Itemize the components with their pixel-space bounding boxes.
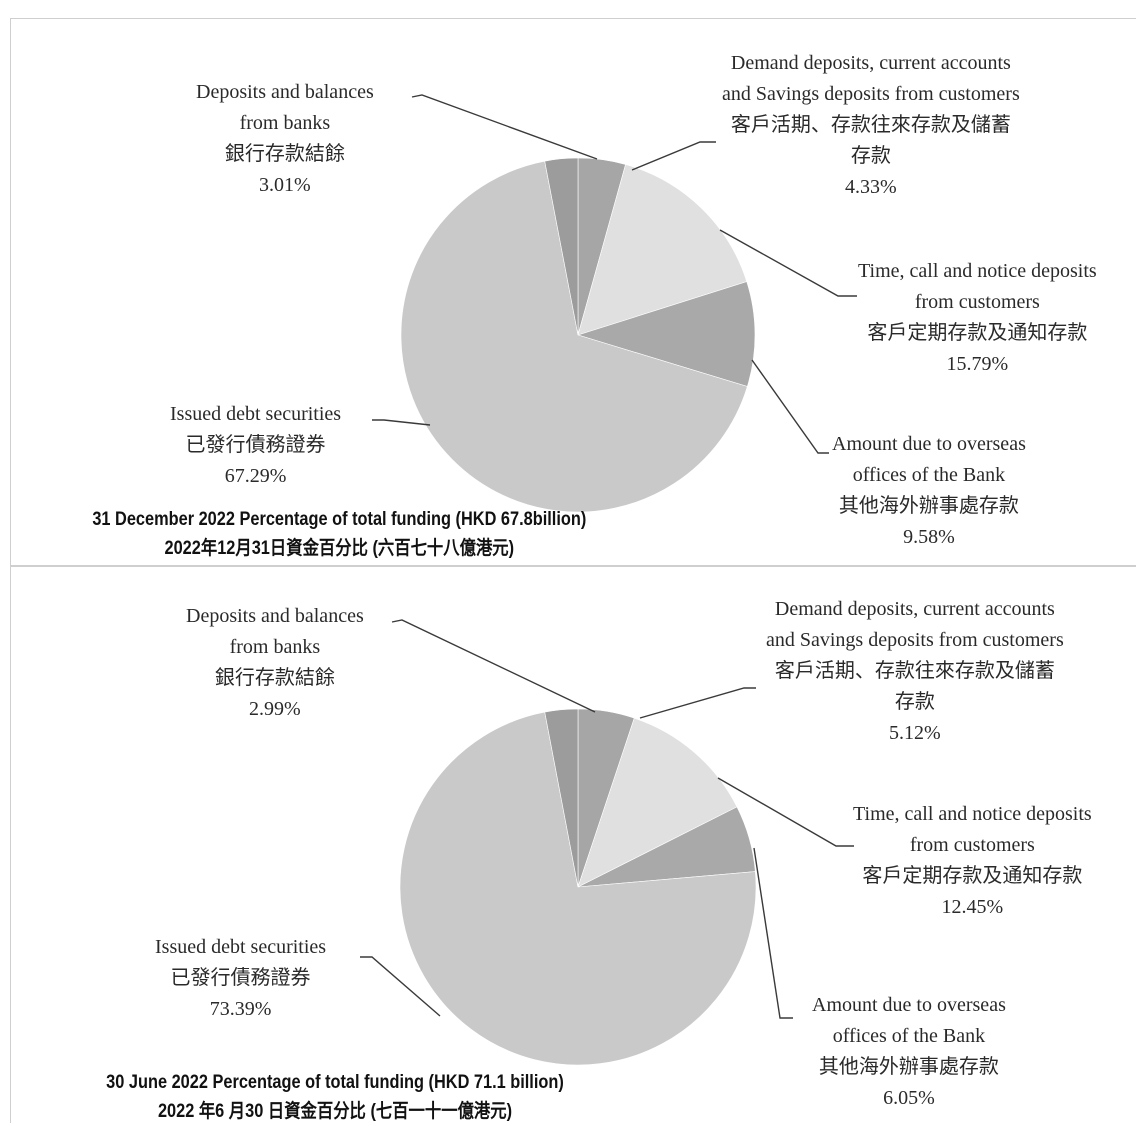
label-demand-deposits-jun: Demand deposits, current accounts and Sa… (766, 598, 1064, 744)
label-deposits-banks-jun: Deposits and balances from banks 銀行存款結餘 … (186, 605, 364, 720)
pie-slice-debt-securities-jun (399, 711, 757, 1066)
chart-title-dec-2022: 31 December 2022 Percentage of total fun… (92, 509, 587, 559)
pie-slice-debt-securities-dec (400, 160, 748, 513)
chart-panel-jun-2022 (10, 566, 1136, 1123)
label-overseas-jun: Amount due to overseas offices of the Ba… (812, 994, 1006, 1109)
label-debt-securities-jun: Issued debt securities 已發行債務證券 73.39% (155, 936, 327, 1020)
label-debt-securities-dec: Issued debt securities 已發行債務證券 67.29% (170, 403, 342, 487)
label-overseas-dec: Amount due to overseas offices of the Ba… (832, 433, 1026, 548)
label-deposits-banks-dec: Deposits and balances from banks 銀行存款結餘 … (196, 81, 374, 196)
chart-panel-dec-2022 (10, 18, 1136, 566)
chart-title-jun-2022: 30 June 2022 Percentage of total funding… (106, 1072, 564, 1122)
label-time-deposits-dec: Time, call and notice deposits from cust… (858, 260, 1097, 375)
label-demand-deposits-dec: Demand deposits, current accounts and Sa… (722, 52, 1020, 198)
label-time-deposits-jun: Time, call and notice deposits from cust… (853, 803, 1092, 918)
